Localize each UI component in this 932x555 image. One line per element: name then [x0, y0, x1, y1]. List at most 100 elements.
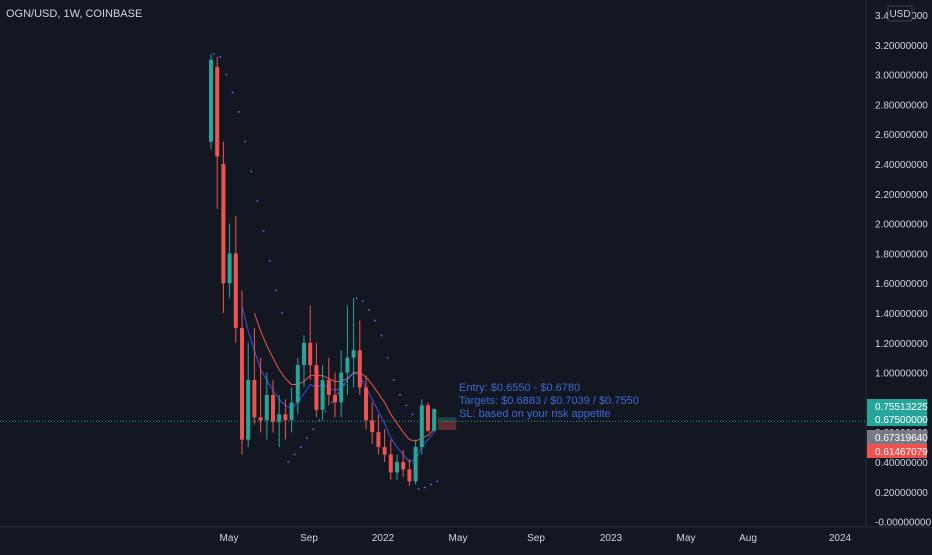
- x-tick-label: May: [449, 533, 468, 544]
- x-tick-label: May: [677, 533, 696, 544]
- price-axis[interactable]: 3.400000003.200000003.000000002.80000000…: [0, 0, 932, 529]
- price-label-badge: [867, 399, 927, 413]
- y-tick-label: 0.20000000: [875, 488, 928, 499]
- psar-layer: [213, 52, 439, 490]
- psar-dot: [430, 483, 432, 486]
- psar-dot: [244, 140, 246, 143]
- psar-dot: [349, 374, 352, 377]
- candle-body: [295, 365, 300, 403]
- candle-body: [432, 409, 437, 431]
- psar-dot: [330, 401, 333, 404]
- trade-box-layer: [438, 417, 457, 431]
- annotation-entry: Entry: $0.6550 - $0.6780: [459, 382, 580, 394]
- price-label-text: 0.67319640: [875, 433, 928, 444]
- candle-body: [252, 380, 257, 418]
- psar-dot: [318, 419, 321, 422]
- x-tick-label: May: [220, 533, 239, 544]
- candle-body: [345, 357, 350, 373]
- candle-body: [289, 402, 294, 421]
- psar-dot: [219, 55, 222, 58]
- candle-body: [283, 414, 288, 421]
- psar-dot: [355, 297, 358, 300]
- psar-dot: [213, 52, 215, 55]
- candle-body: [302, 342, 306, 366]
- psar-dot: [287, 461, 290, 463]
- candle-body: [413, 447, 418, 482]
- moving-average-line-1: [253, 312, 435, 442]
- y-tick-label: 2.00000000: [875, 220, 928, 231]
- candle-body: [395, 462, 399, 473]
- psar-dot: [399, 393, 401, 396]
- y-tick-label: 3.20000000: [875, 41, 928, 52]
- candle-body: [426, 405, 430, 431]
- y-tick-label: 0.40000000: [875, 458, 928, 469]
- candle-body: [258, 417, 263, 421]
- candle-body: [308, 342, 313, 366]
- candle-body: [277, 414, 282, 422]
- candle-body: [264, 394, 269, 421]
- psar-dot: [256, 200, 259, 203]
- candle-body: [376, 432, 381, 448]
- annotation-layer: OGN/USD, 1W, COINBASE Entry: $0.6550 - $…: [6, 8, 639, 420]
- candle-body: [370, 420, 375, 433]
- psar-dot: [386, 356, 389, 359]
- psar-dot: [299, 446, 302, 449]
- price-label-badge: [867, 444, 927, 458]
- psar-dot: [250, 170, 253, 173]
- price-label-badge: [867, 412, 927, 426]
- candle-body: [364, 387, 368, 421]
- y-tick-label: 2.60000000: [875, 130, 928, 141]
- x-tick-label: Aug: [739, 533, 757, 544]
- stop-zone: [438, 421, 457, 431]
- price-label-badge: [867, 430, 927, 444]
- candle-body: [233, 253, 238, 328]
- candle-body: [326, 380, 331, 395]
- psar-dot: [306, 437, 308, 440]
- psar-dot: [293, 453, 296, 456]
- candle-body: [407, 469, 412, 482]
- y-tick-label: -0.00000000: [875, 518, 932, 529]
- y-tick-label: 1.80000000: [875, 249, 928, 260]
- candles-layer: [209, 53, 437, 486]
- candle-body: [401, 462, 406, 470]
- y-tick-label: 1.00000000: [875, 369, 928, 380]
- y-tick-label: 2.20000000: [875, 190, 928, 201]
- y-tick-label: 2.80000000: [875, 100, 928, 111]
- candle-body: [388, 454, 393, 473]
- psar-dot: [405, 404, 408, 407]
- candle-body: [209, 59, 213, 142]
- psar-dot: [368, 309, 370, 312]
- psar-dot: [268, 259, 271, 262]
- candle-body: [419, 405, 424, 448]
- candle-body: [227, 253, 232, 284]
- x-tick-label: 2024: [829, 533, 852, 544]
- psar-dot: [312, 428, 315, 431]
- x-tick-label: Sep: [527, 533, 545, 544]
- annotation-stop-loss: SL: based on your risk appetite: [459, 408, 611, 420]
- candle-body: [246, 380, 251, 440]
- chart-title: OGN/USD, 1W, COINBASE: [6, 8, 142, 20]
- psar-dot: [361, 300, 364, 303]
- psar-dot: [281, 312, 284, 314]
- candle-body: [382, 447, 387, 455]
- psar-dot: [337, 392, 339, 395]
- candle-body: [221, 164, 226, 284]
- x-tick-label: 2023: [600, 533, 623, 544]
- time-axis[interactable]: May Sep 2022 May Sep 2023 May Aug 2024: [220, 533, 852, 544]
- moving-average-line-0: [241, 305, 435, 463]
- currency-badge-label: USD: [889, 9, 910, 20]
- price-label-text: 0.67500000: [875, 415, 928, 426]
- psar-dot: [380, 334, 383, 337]
- psar-dot: [237, 110, 240, 113]
- moving-average-layer: [241, 305, 435, 463]
- candle-body: [271, 394, 275, 422]
- candle-body: [339, 372, 344, 403]
- psar-dot: [225, 73, 228, 76]
- candle-body: [320, 380, 325, 410]
- psar-dot: [423, 486, 426, 489]
- currency-badge[interactable]: [887, 5, 913, 22]
- psar-dot: [436, 480, 439, 483]
